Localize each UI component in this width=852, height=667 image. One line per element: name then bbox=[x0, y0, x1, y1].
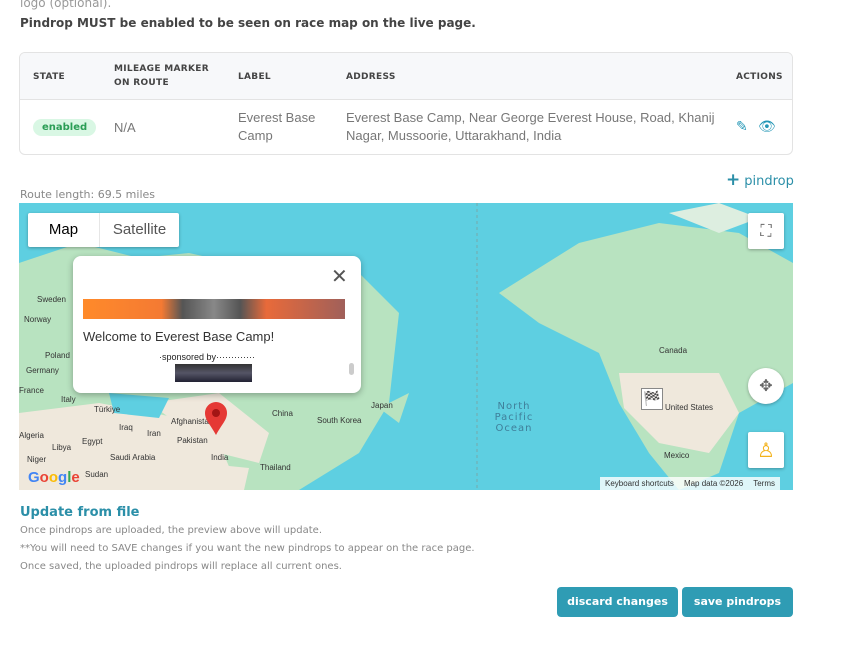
map-label: Canada bbox=[659, 346, 688, 355]
intro-text: logo (optional). bbox=[20, 0, 112, 10]
map-label: Niger bbox=[27, 455, 47, 464]
header-address: ADDRESS bbox=[346, 72, 396, 82]
upload-note: **You will need to SAVE changes if you w… bbox=[20, 543, 475, 554]
status-badge: enabled bbox=[33, 119, 97, 136]
header-mileage: MILEAGE MARKER ON ROUTE bbox=[114, 64, 209, 88]
header-actions: ACTIONS bbox=[736, 72, 783, 82]
popup-banner-image bbox=[83, 299, 345, 319]
label-cell: Everest Base Camp bbox=[238, 110, 316, 143]
plus-icon: + bbox=[726, 170, 741, 190]
map-label: Italy bbox=[61, 395, 76, 404]
route-length: Route length: 69.5 miles bbox=[20, 188, 156, 201]
table-header: STATE MILEAGE MARKER ON ROUTE LABEL ADDR… bbox=[20, 53, 792, 100]
header-state: STATE bbox=[33, 72, 65, 82]
terms-link[interactable]: Terms bbox=[753, 479, 775, 488]
eye-icon[interactable]: 👁 bbox=[758, 119, 776, 135]
fullscreen-icon[interactable]: ⛶ bbox=[748, 213, 784, 249]
pindrops-table: STATE MILEAGE MARKER ON ROUTE LABEL ADDR… bbox=[19, 52, 793, 155]
map-label: Norway bbox=[24, 315, 52, 324]
map-footer: Keyboard shortcuts Map data ©2026 Terms bbox=[600, 477, 780, 490]
map-type-map[interactable]: Map bbox=[48, 221, 79, 238]
map-label: Egypt bbox=[82, 437, 103, 446]
map-label: Algeria bbox=[19, 431, 44, 440]
save-pindrops-button[interactable]: save pindrops bbox=[682, 587, 793, 617]
edit-icon[interactable]: ✎ bbox=[736, 119, 748, 135]
keyboard-shortcuts-link[interactable]: Keyboard shortcuts bbox=[605, 479, 674, 488]
info-window: ✕ Welcome to Everest Base Camp! ·sponsor… bbox=[73, 256, 361, 393]
add-pindrop-label: pindrop bbox=[744, 174, 794, 189]
map-label: Sweden bbox=[37, 295, 66, 304]
map-label: India bbox=[211, 453, 229, 462]
add-pindrop-button[interactable]: + pindrop bbox=[726, 170, 794, 190]
pindrop-warning: Pindrop MUST be enabled to be seen on ra… bbox=[20, 16, 476, 30]
map-label: South Korea bbox=[317, 416, 362, 425]
map-type-control: Map Satellite bbox=[28, 213, 179, 247]
map-label: Iran bbox=[147, 429, 161, 438]
map-label: Thailand bbox=[260, 463, 291, 472]
map-label: Germany bbox=[26, 366, 59, 375]
map-label: Iraq bbox=[119, 423, 133, 432]
popup-sponsor-text: ·sponsored by············· bbox=[159, 352, 255, 362]
camera-control-icon[interactable]: ✥ bbox=[748, 368, 784, 404]
map-label: United States bbox=[665, 403, 714, 412]
ocean-label: North Pacific Ocean bbox=[494, 401, 534, 434]
map-label: Poland bbox=[45, 351, 70, 360]
map-label: Japan bbox=[371, 401, 393, 410]
sponsor-logo-image bbox=[175, 364, 252, 382]
map-pin-icon[interactable] bbox=[204, 402, 228, 436]
discard-changes-button[interactable]: discard changes bbox=[557, 587, 678, 617]
address-cell: Everest Base Camp, Near George Everest H… bbox=[346, 110, 715, 143]
race-map[interactable]: Map Satellite ⛶ ✥ ♙ Sweden Norway Poland… bbox=[19, 203, 793, 490]
pegman-icon[interactable]: ♙ bbox=[748, 432, 784, 468]
close-icon[interactable]: ✕ bbox=[331, 264, 348, 288]
upload-note: Once saved, the uploaded pindrops will r… bbox=[20, 561, 342, 572]
mileage-cell: N/A bbox=[114, 120, 136, 135]
upload-note: Once pindrops are uploaded, the preview … bbox=[20, 525, 322, 536]
popup-scrollbar[interactable] bbox=[349, 363, 354, 375]
map-label: Afghanistan bbox=[171, 417, 214, 426]
map-label: Libya bbox=[52, 443, 72, 452]
finish-flag-icon[interactable]: 🏁 bbox=[641, 388, 663, 410]
upload-title: Update from file bbox=[20, 505, 140, 520]
map-type-satellite[interactable]: Satellite bbox=[99, 213, 179, 247]
map-label: France bbox=[19, 386, 44, 395]
map-data-text: Map data ©2026 bbox=[683, 479, 744, 488]
map-label: Sudan bbox=[85, 470, 109, 479]
popup-title: Welcome to Everest Base Camp! bbox=[83, 329, 275, 344]
map-label: Pakistan bbox=[177, 436, 208, 445]
google-logo: Google bbox=[28, 469, 80, 486]
map-label: Mexico bbox=[664, 451, 690, 460]
map-label: Saudi Arabia bbox=[110, 453, 156, 462]
header-label: LABEL bbox=[238, 72, 271, 82]
map-label: China bbox=[272, 409, 293, 418]
map-label: Türkiye bbox=[94, 405, 121, 414]
